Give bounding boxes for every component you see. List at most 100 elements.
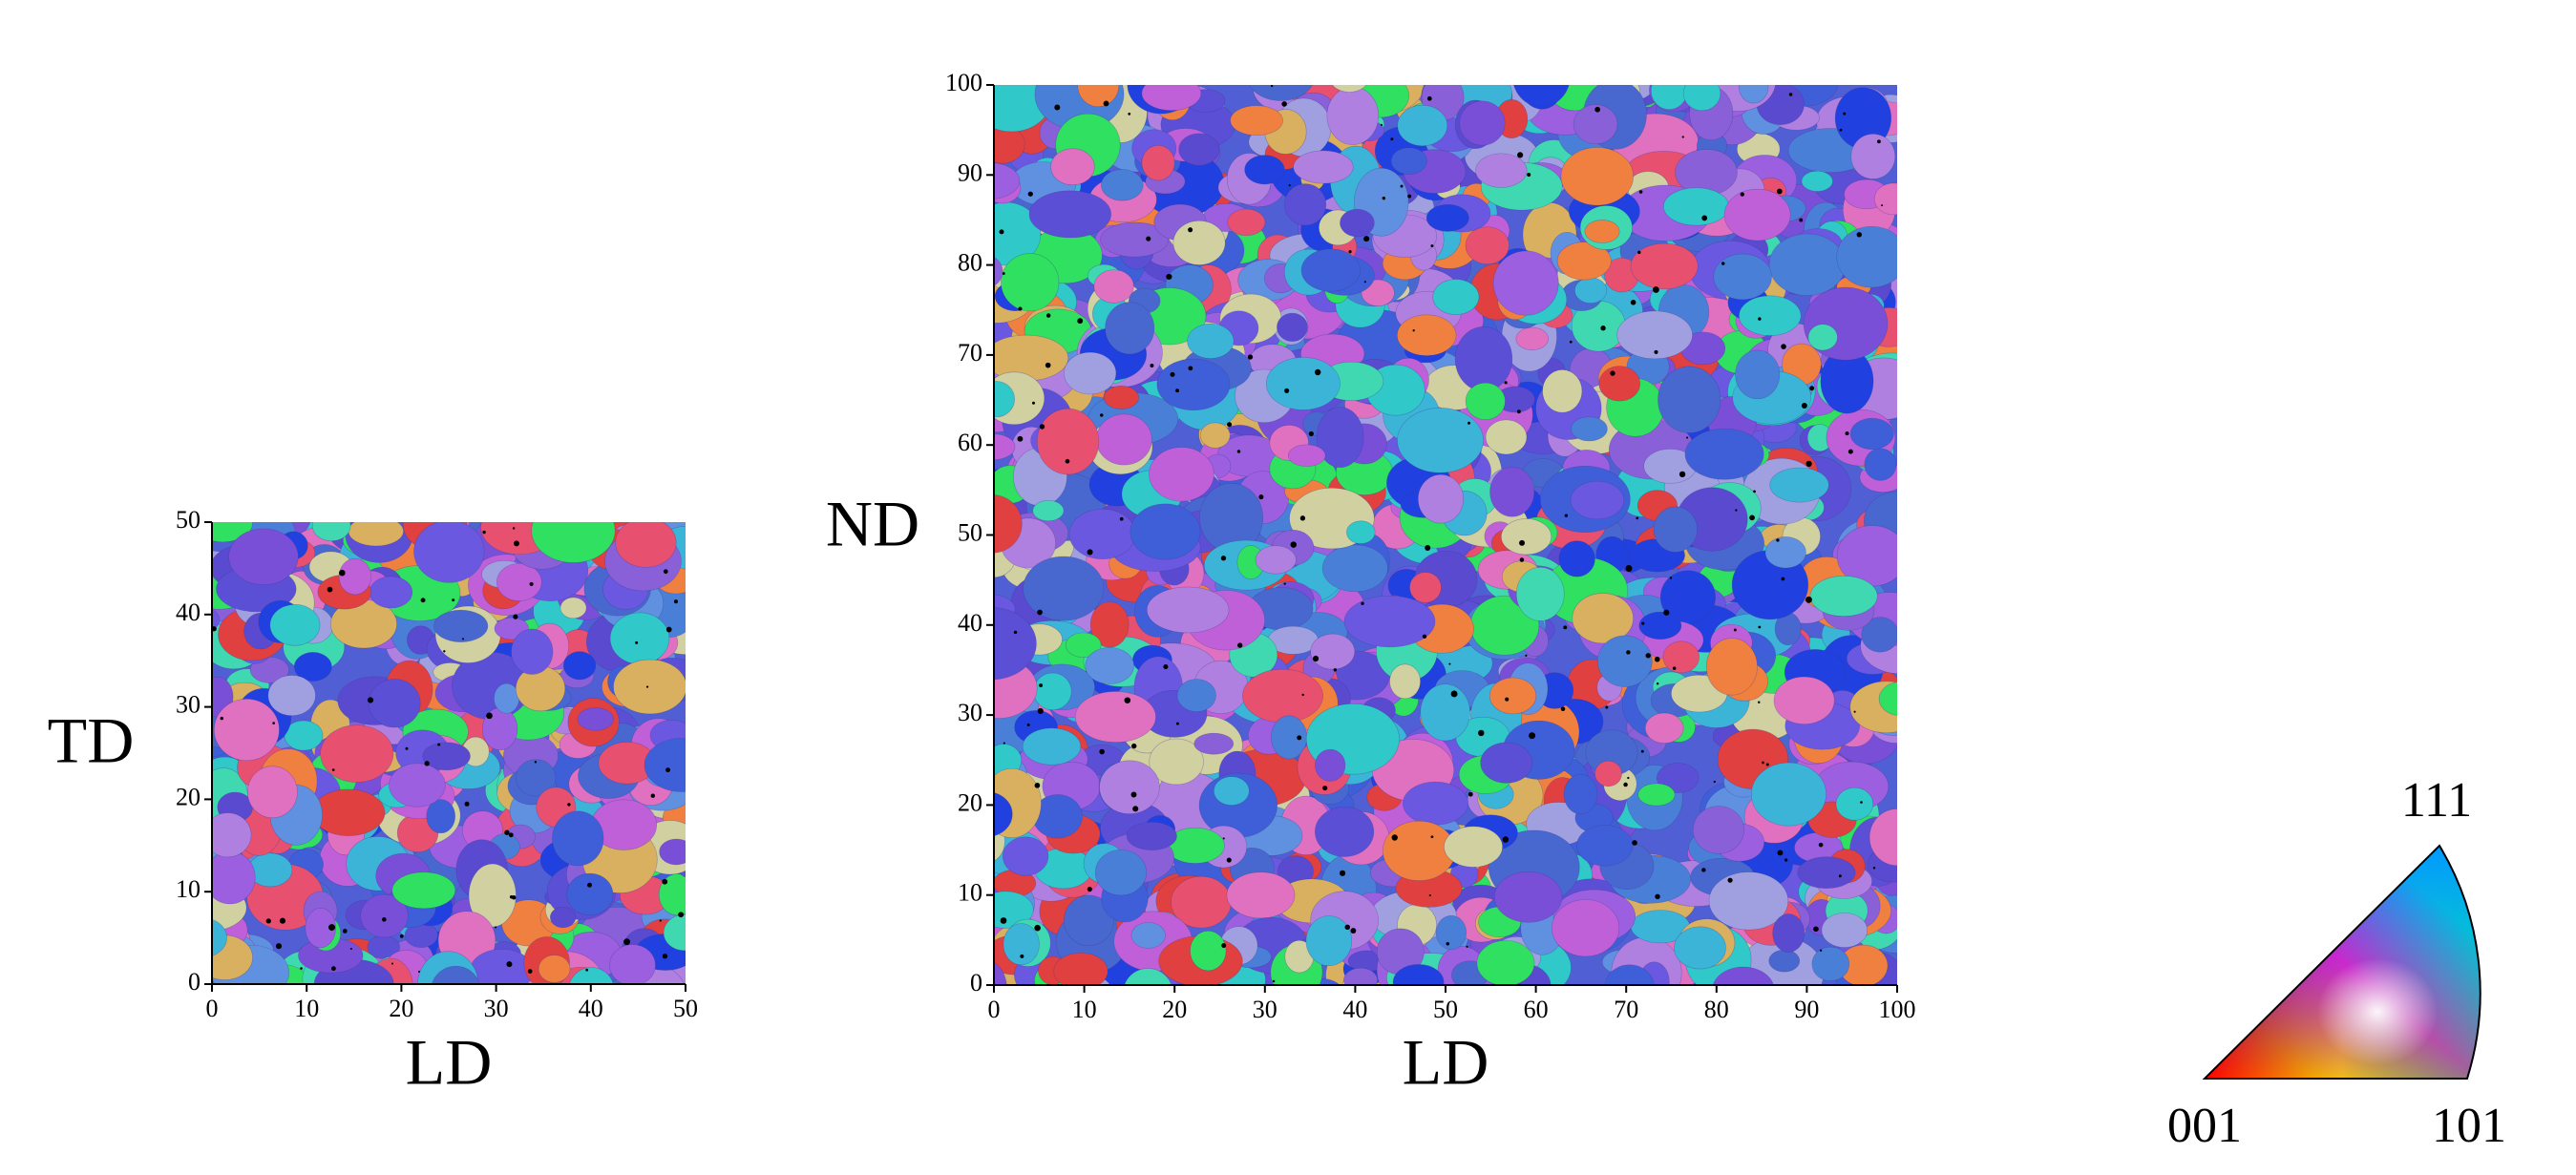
defect (1721, 262, 1725, 265)
grain (1053, 952, 1109, 985)
grain (1343, 967, 1378, 985)
x-axis-label: LD (406, 1026, 493, 1099)
grain (1149, 738, 1204, 786)
y-tick-label: 70 (958, 339, 982, 367)
grain (368, 679, 421, 728)
defect (659, 919, 662, 922)
grain (1074, 691, 1156, 743)
y-axis-label: TD (48, 704, 135, 777)
defect (1636, 516, 1639, 520)
defect (1605, 705, 1609, 709)
grain (1705, 638, 1758, 696)
grain (994, 494, 1023, 554)
grain (1768, 949, 1801, 973)
grain (1573, 104, 1618, 145)
x-tick-label: 30 (1253, 996, 1277, 1023)
defect (1564, 514, 1569, 517)
defect (424, 761, 430, 766)
grain (413, 522, 485, 583)
grain (1340, 208, 1375, 238)
defect (1762, 761, 1764, 765)
defect (1390, 137, 1394, 141)
defect (1031, 401, 1036, 405)
grain (1397, 314, 1457, 356)
defect (506, 961, 513, 968)
defect (1339, 870, 1346, 876)
defect (1222, 837, 1225, 840)
x-tick-label: 80 (1704, 996, 1729, 1023)
defect (1467, 421, 1470, 425)
grain (311, 788, 386, 836)
defect (272, 722, 275, 724)
grain (1563, 773, 1598, 815)
grain (1572, 593, 1634, 644)
defect (1039, 683, 1044, 688)
grain (994, 257, 1003, 286)
grain (613, 659, 686, 715)
grain (1064, 351, 1117, 395)
defect (1382, 197, 1385, 200)
defect (1681, 136, 1684, 138)
grain (1156, 358, 1231, 411)
x-tick-label: 50 (1433, 996, 1458, 1023)
grain (644, 738, 686, 792)
defect (1839, 128, 1843, 132)
grain (391, 871, 456, 910)
defect (1380, 123, 1383, 126)
grain (305, 907, 336, 949)
defect (1013, 630, 1018, 635)
grain (320, 724, 394, 783)
grain (1093, 269, 1134, 304)
grain (1392, 964, 1445, 985)
defect (437, 743, 441, 746)
grain (1682, 85, 1721, 112)
defect (678, 912, 685, 918)
grain (1332, 85, 1367, 93)
defect (1166, 273, 1172, 281)
defect (1640, 749, 1644, 753)
grain (1390, 147, 1427, 175)
defect (1288, 184, 1291, 187)
defect (1350, 928, 1357, 934)
grain (1397, 408, 1484, 473)
defect (1247, 354, 1254, 360)
defect (1124, 697, 1131, 703)
grain (267, 675, 316, 717)
grain (1801, 170, 1833, 192)
defect (1517, 152, 1524, 158)
grain (1772, 913, 1805, 953)
defect (1801, 403, 1807, 409)
grain (1130, 503, 1201, 560)
defect (1504, 381, 1508, 385)
defect (220, 716, 223, 721)
ipf-outline (2202, 844, 2481, 1080)
y-tick-label: 90 (958, 158, 982, 186)
defect (1654, 349, 1658, 354)
grain (1124, 968, 1172, 985)
grain (1849, 417, 1894, 451)
defect (1529, 732, 1536, 740)
grain (1515, 567, 1565, 621)
grain (1068, 509, 1136, 559)
grain (249, 656, 289, 683)
grain (1266, 357, 1341, 410)
grain (348, 522, 404, 547)
grains (994, 85, 1897, 985)
grain (1570, 480, 1625, 520)
grain (1493, 871, 1563, 923)
grain (1809, 576, 1878, 617)
defect (1623, 782, 1628, 787)
grain (1305, 915, 1353, 967)
grain (1864, 448, 1897, 481)
x-tick-label: 70 (1614, 996, 1638, 1023)
defect (212, 626, 217, 632)
grain (538, 955, 571, 983)
grain (1769, 467, 1829, 503)
grain (1616, 310, 1693, 360)
grain (1316, 407, 1364, 469)
grain (1513, 85, 1570, 108)
defect (1270, 85, 1274, 88)
grain (1315, 748, 1346, 782)
grain (1630, 242, 1699, 290)
grain (1492, 250, 1559, 316)
